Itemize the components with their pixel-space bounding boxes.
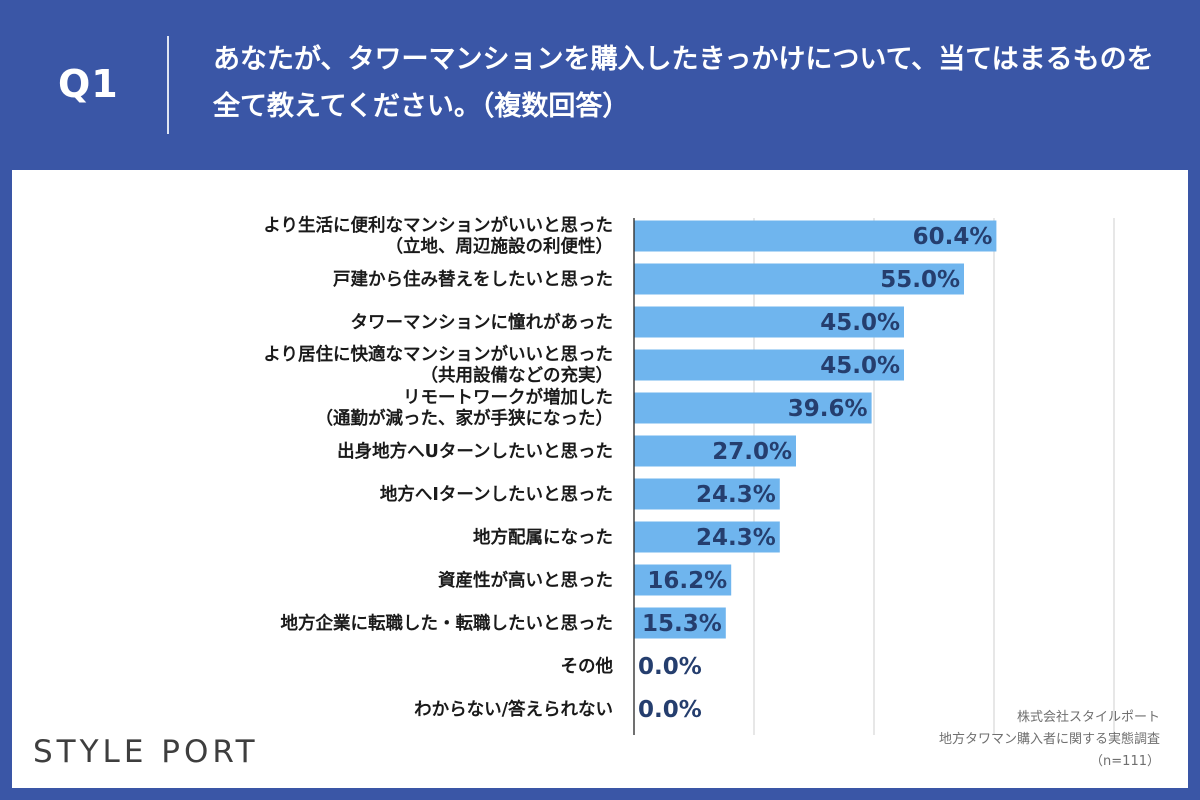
value-label: 16.2% — [647, 568, 727, 594]
category-label: より居住に快適なマンションがいいと思った — [263, 344, 613, 365]
value-label: 27.0% — [712, 439, 792, 465]
question-number: Q1 — [58, 62, 119, 106]
value-label: 24.3% — [696, 525, 776, 551]
category-label: 戸建から住み替えをしたいと思った — [333, 269, 613, 290]
source-line: （n=111） — [1090, 754, 1160, 769]
bar — [634, 478, 780, 510]
value-label: 45.0% — [820, 353, 900, 379]
value-label: 0.0% — [638, 654, 702, 680]
category-label: 地方配属になった — [473, 527, 613, 548]
category-label: リモートワークが増加した — [403, 387, 613, 408]
bar-chart: 60.4% より生活に便利なマンションがいいと思った（立地、周辺施設の利便性） 55… — [263, 215, 1115, 735]
value-label: 60.4% — [913, 224, 993, 250]
bar — [634, 435, 796, 467]
value-label: 39.6% — [788, 396, 868, 422]
category-label: より生活に便利なマンションがいいと思った — [263, 215, 613, 236]
header-divider — [167, 36, 169, 134]
bar — [634, 220, 997, 252]
value-label: 45.0% — [820, 310, 900, 336]
value-label: 0.0% — [638, 697, 702, 723]
bar — [634, 521, 780, 553]
source-note: 株式会社スタイルポート 地方タワマン購入者に関する実態調査 （n=111） — [860, 707, 1160, 773]
category-label: （立地、周辺施設の利便性） — [386, 236, 614, 257]
bar — [634, 306, 904, 338]
bar — [634, 392, 872, 424]
category-label: （共用設備などの充実） — [421, 365, 614, 386]
header-banner: Q1 あなたが、タワーマンションを購入したきっかけについて、当てはまるものを全て… — [0, 0, 1200, 170]
category-label: その他 — [561, 656, 614, 677]
brand-logo: STYLE PORT — [33, 734, 259, 770]
question-text: あなたが、タワーマンションを購入したきっかけについて、当てはまるものを全て教えて… — [213, 44, 1154, 122]
value-label: 24.3% — [696, 482, 776, 508]
value-label: 15.3% — [642, 611, 722, 637]
value-label: 55.0% — [880, 267, 960, 293]
category-label: 資産性が高いと思った — [438, 570, 613, 591]
source-line: 株式会社スタイルポート — [1016, 710, 1160, 725]
category-label: 地方企業に転職した・転職したいと思った — [281, 613, 614, 634]
source-line: 地方タワマン購入者に関する実態調査 — [938, 732, 1160, 747]
bar — [634, 607, 726, 639]
category-label: （通勤が減った、家が手狭になった） — [316, 408, 614, 429]
category-label: わからない/答えられない — [414, 699, 613, 720]
bar — [634, 564, 732, 596]
category-label: 地方へIターンしたいと思った — [380, 484, 613, 505]
category-label: タワーマンションに憧れがあった — [351, 312, 614, 333]
category-label: 出身地方へUターンしたいと思った — [337, 441, 613, 462]
bar — [634, 349, 904, 381]
chart-panel: 60.4% より生活に便利なマンションがいいと思った （立地、周辺施設の利便性） 55… — [12, 170, 1188, 788]
bar — [634, 263, 964, 295]
